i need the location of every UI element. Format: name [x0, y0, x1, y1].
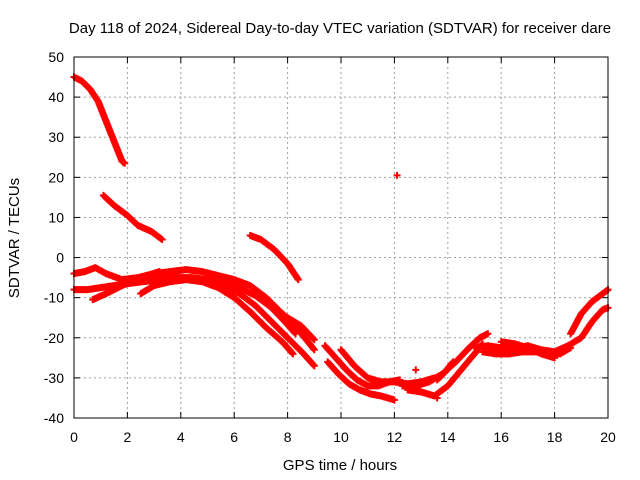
data-point	[484, 330, 492, 338]
data-point	[412, 366, 420, 374]
y-tick-label: -20	[44, 330, 64, 346]
y-tick-label: 10	[48, 209, 64, 225]
data-point	[393, 171, 401, 179]
y-tick-label: 0	[56, 250, 64, 266]
series-arc-3	[246, 231, 302, 284]
y-tick-label: 30	[48, 129, 64, 145]
y-tick-label: 40	[48, 89, 64, 105]
series-arc-5	[70, 274, 318, 370]
chart-title: Day 118 of 2024, Sidereal Day-to-day VTE…	[69, 20, 611, 37]
x-tick-label: 18	[547, 429, 563, 445]
x-tick-label: 4	[177, 429, 185, 445]
data-point	[449, 358, 457, 366]
y-axis-label: SDTVAR / TECUs	[6, 178, 23, 298]
series-arc-9	[273, 306, 318, 344]
x-axis-label: GPS time / hours	[283, 457, 397, 474]
data-point	[158, 236, 166, 244]
y-tick-label: 50	[48, 49, 64, 65]
data-point	[121, 159, 129, 167]
x-tick-label: 10	[333, 429, 349, 445]
x-tick-label: 16	[493, 429, 509, 445]
data-point	[567, 344, 575, 352]
x-tick-label: 20	[600, 429, 616, 445]
series-arc-2	[99, 191, 166, 244]
series-arc-6	[89, 268, 163, 304]
x-tick-label: 0	[70, 429, 78, 445]
data-point	[390, 396, 398, 404]
axis-ticks: 0 2 4 6 8 10 12 14 16 18 20 -40 -30 -20 -10 0 10 20 30 40 50	[44, 49, 616, 445]
series-arc-15	[433, 358, 457, 384]
data-point	[310, 336, 318, 344]
data-point	[310, 362, 318, 370]
plot-frame	[73, 56, 609, 419]
series-arc-7	[137, 276, 297, 358]
grid	[74, 57, 608, 418]
data-point	[551, 354, 559, 362]
y-tick-label: -30	[44, 370, 64, 386]
data-point	[292, 330, 300, 338]
y-tick-label: -10	[44, 290, 64, 306]
data-point	[155, 268, 163, 276]
x-tick-label: 8	[284, 429, 292, 445]
x-tick-label: 2	[124, 429, 132, 445]
data-points	[70, 73, 612, 404]
x-tick-label: 6	[230, 429, 238, 445]
series-arc-16	[471, 304, 612, 356]
series-arc-19	[567, 286, 612, 338]
data-point	[310, 346, 318, 354]
data-point	[309, 335, 317, 343]
x-tick-label: 12	[387, 429, 403, 445]
data-point	[289, 350, 297, 358]
data-point	[294, 276, 302, 284]
y-tick-label: 20	[48, 169, 64, 185]
x-tick-label: 14	[440, 429, 456, 445]
series-isolated	[393, 171, 441, 402]
series-arc-11	[324, 358, 398, 404]
y-tick-label: -40	[44, 410, 64, 426]
series-arc-14	[404, 340, 487, 400]
data-point	[433, 394, 441, 402]
series-arc-1	[70, 73, 129, 167]
series-arc-18	[497, 338, 559, 362]
